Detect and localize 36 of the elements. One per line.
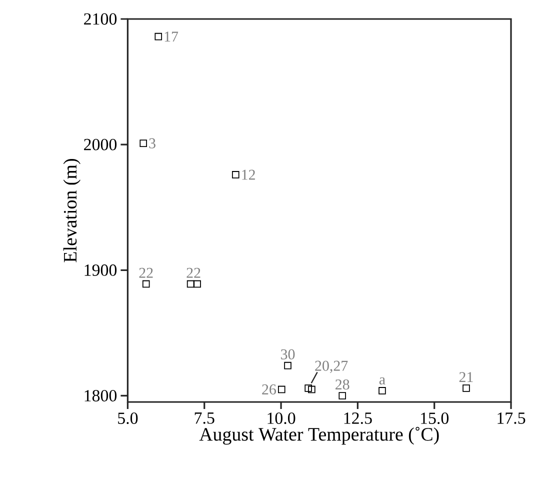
annotation: 22	[186, 268, 200, 278]
point	[194, 280, 201, 288]
annotation: 21	[459, 372, 473, 382]
y-axis-title: Elevation (m)	[63, 159, 80, 262]
annotation: 17	[164, 32, 178, 42]
point	[186, 280, 194, 288]
annotation: 20,27	[315, 360, 348, 373]
annotation: 3	[149, 138, 156, 148]
x-tick-label: 7.5	[194, 412, 214, 424]
point	[308, 386, 316, 394]
point	[378, 387, 386, 394]
annotation: 26	[262, 384, 276, 394]
annotation: 30	[281, 349, 295, 360]
x-axis-title: August Water Temperature (˚C)	[199, 426, 439, 445]
y-tick-label: 2000	[84, 138, 117, 150]
y-tick-label: 1900	[84, 264, 117, 276]
annotation: 22	[139, 268, 153, 278]
point	[304, 384, 312, 392]
annotation: a	[379, 377, 386, 384]
point	[140, 140, 147, 147]
x-tick-label: 17.5	[498, 412, 526, 424]
y-tick-label: 2100	[84, 13, 117, 25]
annotation: 28	[336, 379, 350, 390]
x-tick-label: 5.0	[118, 412, 138, 424]
x-tick-label: 12.5	[344, 412, 372, 424]
y-tick-label: 1800	[84, 390, 117, 402]
point	[154, 32, 162, 40]
x-tick-label: 15.0	[421, 412, 449, 424]
point	[142, 280, 150, 288]
point	[338, 392, 346, 400]
point	[278, 386, 286, 394]
x-tick-label: 10.0	[268, 412, 296, 424]
point	[284, 362, 292, 370]
point	[462, 384, 470, 392]
point	[232, 171, 240, 178]
annotation: 12	[242, 170, 255, 180]
